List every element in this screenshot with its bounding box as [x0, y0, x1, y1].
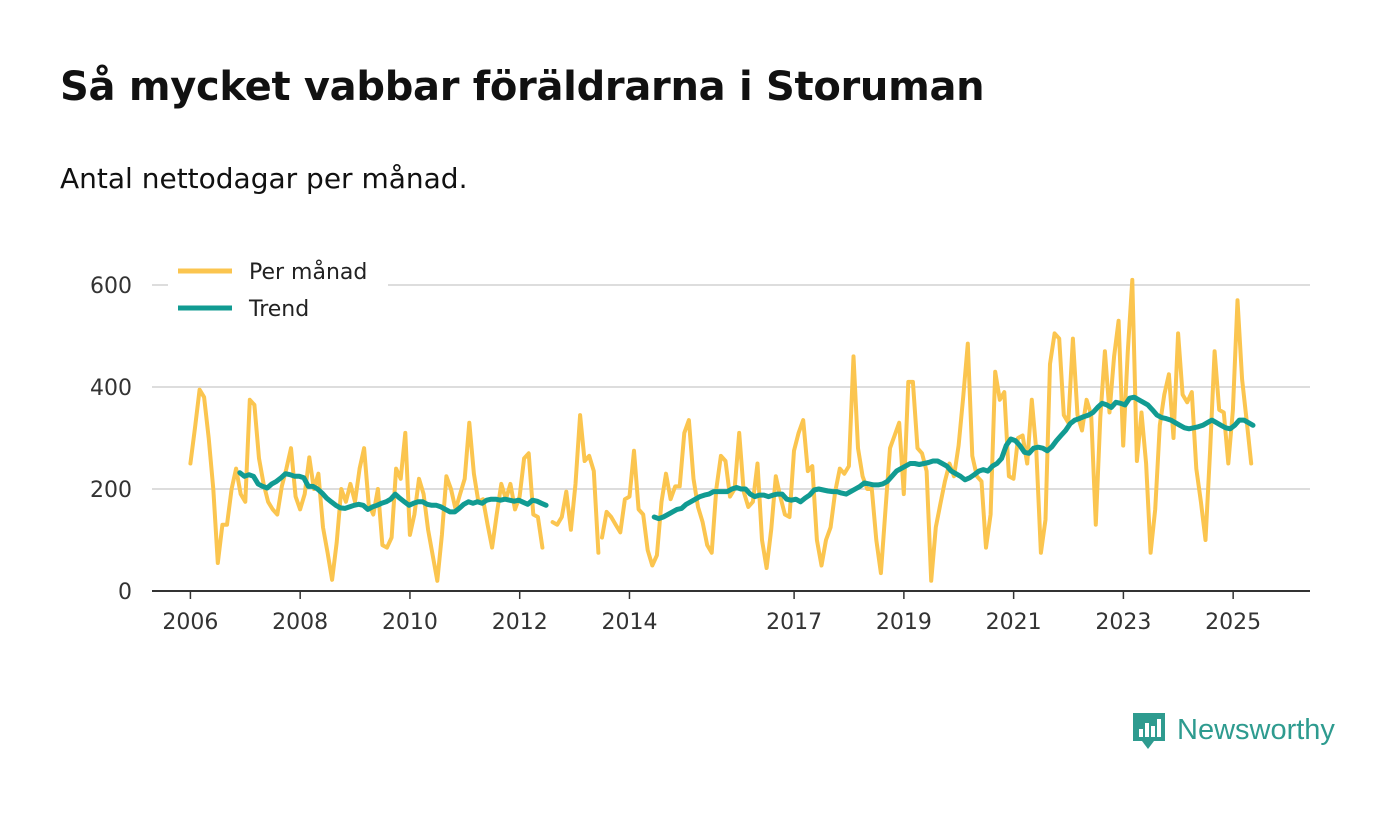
newsworthy-logo-icon	[1133, 713, 1165, 749]
series-line-per-manad-segment-0	[188, 387, 545, 583]
x-axis-labels: 2006 2008 2010 2012 2014 2017 2019 2021 2023 2025	[162, 591, 1261, 635]
y-tick-label: 400	[90, 376, 132, 401]
x-tick-label: 2017	[766, 610, 822, 635]
chart-title: Så mycket vabbar föräldrarna i Storuman	[60, 64, 985, 110]
chart-legend: Per månad Trend	[168, 250, 388, 330]
x-tick-label: 2010	[382, 610, 438, 635]
chart-subtitle: Antal nettodagar per månad.	[60, 162, 468, 195]
y-tick-label: 0	[118, 580, 132, 605]
x-tick-label: 2006	[162, 610, 218, 635]
y-tick-label: 600	[90, 274, 132, 299]
x-tick-label: 2021	[986, 610, 1042, 635]
chart-series	[188, 277, 1256, 583]
brand-logo: Newsworthy	[1133, 713, 1335, 749]
legend-label-trend: Trend	[248, 297, 309, 322]
legend-background	[168, 250, 388, 330]
series-line-per-manad-segment-2	[600, 277, 1254, 583]
x-tick-label: 2008	[272, 610, 328, 635]
series-line-trend-segment-1	[651, 394, 1256, 522]
x-tick-label: 2012	[492, 610, 548, 635]
legend-label-per-manad: Per månad	[249, 259, 367, 285]
x-tick-label: 2014	[601, 610, 657, 635]
x-tick-label: 2025	[1205, 610, 1261, 635]
y-tick-label: 200	[90, 478, 132, 503]
y-axis-labels: 0 200 400 600	[90, 274, 132, 605]
x-tick-label: 2019	[876, 610, 932, 635]
series-line-per-manad-segment-1	[550, 413, 601, 555]
x-tick-label: 2023	[1095, 610, 1151, 635]
series-line-trend-segment-0	[237, 470, 549, 515]
brand-name: Newsworthy	[1177, 714, 1335, 746]
